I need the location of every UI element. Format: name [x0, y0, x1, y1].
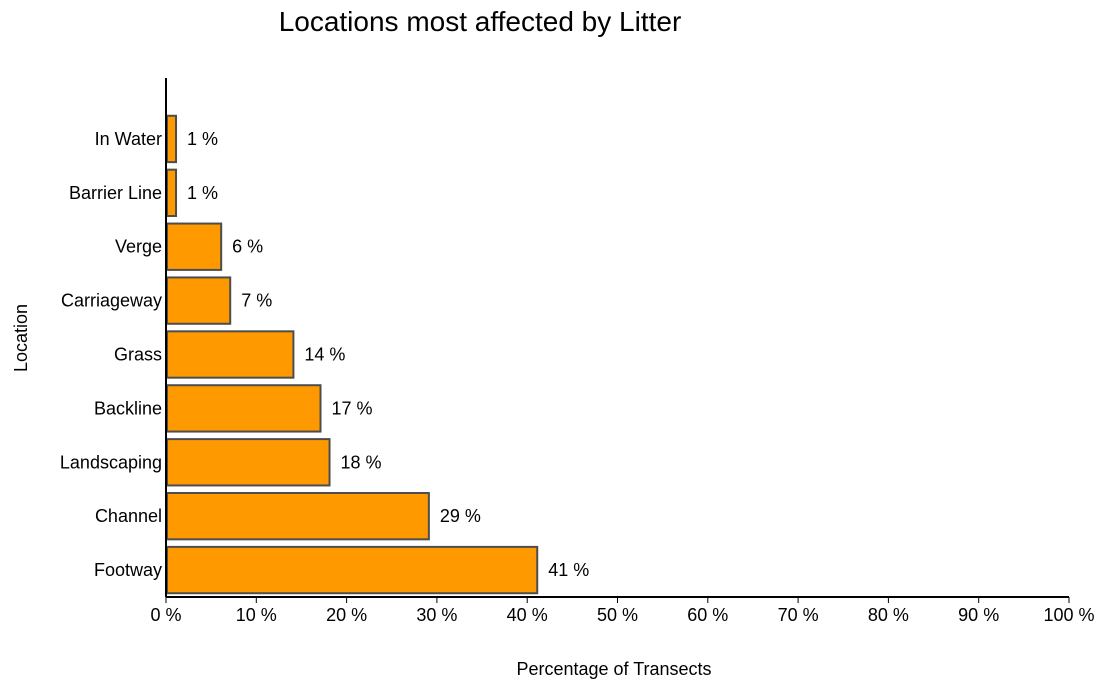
bar [166, 545, 539, 595]
bar [166, 384, 322, 433]
bar [166, 222, 223, 271]
category-label: Backline [94, 398, 162, 418]
bar [166, 491, 430, 541]
x-tick-label: 90 % [958, 605, 999, 625]
bars-layer [166, 114, 539, 595]
x-tick-label: 70 % [778, 605, 819, 625]
bar-value-label: 14 % [304, 345, 345, 365]
category-label: Carriageway [61, 291, 162, 311]
bar-value-label: 18 % [341, 452, 382, 472]
bar [166, 438, 331, 487]
bar-value-label: 1 % [187, 129, 218, 149]
bar-value-label: 17 % [332, 398, 373, 418]
category-label: Grass [114, 345, 162, 365]
bar-value-label: 1 % [187, 183, 218, 203]
x-tick-label: 20 % [326, 605, 367, 625]
x-tick-label: 60 % [687, 605, 728, 625]
bar [166, 114, 178, 164]
x-tick-label: 50 % [597, 605, 638, 625]
bar [166, 330, 295, 379]
category-label: Footway [94, 560, 162, 580]
category-label: Landscaping [60, 452, 162, 472]
chart-title: Locations most affected by Litter [278, 6, 682, 37]
bar-value-label: 6 % [232, 237, 263, 257]
x-ticks-layer: 0 % 10 % 20 % 30 % 40 % 50 % 60 % 70 % 80 % 90 % 1… [150, 597, 1095, 625]
bar [166, 276, 232, 325]
x-tick-label: 30 % [416, 605, 457, 625]
bar-value-label: 7 % [241, 291, 272, 311]
x-tick-label: 10 % [236, 605, 277, 625]
labels-layer: In Water 1 % Barrier Line 1 % Verge 6 % Carria… [60, 129, 589, 580]
x-tick-label: 0 % [150, 605, 181, 625]
bar [166, 168, 178, 218]
category-label: Verge [115, 237, 162, 257]
y-axis-title: Location [11, 304, 31, 372]
bar-value-label: 29 % [440, 506, 481, 526]
x-tick-label: 40 % [507, 605, 548, 625]
category-label: Barrier Line [69, 183, 162, 203]
category-label: In Water [95, 129, 162, 149]
category-label: Channel [95, 506, 162, 526]
x-axis-title: Percentage of Transects [516, 659, 711, 679]
bar-value-label: 41 % [548, 560, 589, 580]
x-tick-label: 80 % [868, 605, 909, 625]
x-tick-label: 100 % [1043, 605, 1094, 625]
